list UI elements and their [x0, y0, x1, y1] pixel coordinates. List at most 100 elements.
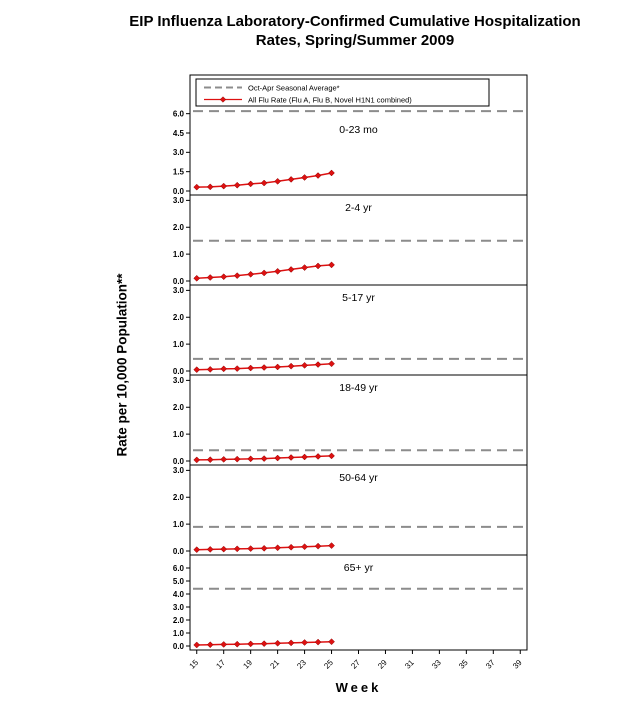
y-tick-label: 2.0: [173, 493, 185, 502]
panel-5-17-yr: 0.0 1.0 2.0 3.0 5-17 yr: [173, 284, 528, 376]
x-tick-label: 37: [484, 658, 497, 671]
y-tick-label: 0.0: [173, 367, 185, 376]
y-tick-label: 3.0: [173, 196, 185, 205]
panel-label: 2-4 yr: [345, 202, 372, 214]
flu-rate-point-week-24: [314, 542, 322, 550]
flu-rate-point-week-22: [287, 543, 295, 551]
flu-rate-point-week-23: [301, 543, 308, 551]
flu-rate-point-week-16: [206, 641, 214, 649]
flu-rate-point-week-21: [274, 639, 281, 647]
y-tick-label: 2.0: [173, 223, 185, 232]
flu-rate-point-week-25: [328, 169, 335, 177]
legend-flu-diamond-icon: [219, 96, 227, 103]
flu-rate-point-week-18: [233, 640, 241, 648]
flu-rate-point-week-19: [247, 180, 255, 188]
flu-rate-point-week-23: [301, 174, 308, 181]
flu-rate-point-week-18: [233, 181, 241, 189]
chart-title-line1: EIP Influenza Laboratory-Confirmed Cumul…: [129, 13, 581, 30]
x-tick-label: 15: [187, 658, 200, 671]
flu-rate-point-week-25: [328, 261, 335, 269]
flu-rate-point-week-15: [193, 546, 201, 554]
y-tick-label: 3.0: [173, 286, 185, 295]
y-tick-label: 1.0: [173, 250, 185, 259]
flu-rate-point-week-20: [260, 269, 268, 277]
flu-rate-point-week-25: [328, 452, 335, 460]
y-tick-label: 1.0: [173, 430, 185, 439]
panel-50-64-yr: 0.0 1.0 2.0 3.0 50-64 yr: [173, 464, 528, 556]
x-tick-label: 39: [511, 658, 524, 671]
y-tick-label: 2.0: [173, 403, 185, 412]
flu-rate-point-week-15: [193, 183, 201, 191]
flu-rate-point-week-21: [274, 363, 281, 371]
y-tick-label: 0.0: [173, 277, 185, 286]
x-tick-label: 33: [430, 658, 443, 671]
y-tick-label: 6.0: [173, 109, 185, 118]
flu-rate-point-week-21: [274, 177, 281, 185]
flu-rate-point-week-16: [206, 366, 214, 373]
flu-rate-point-week-21: [274, 544, 281, 552]
flu-rate-point-week-20: [260, 544, 268, 552]
y-tick-label: 0.0: [173, 457, 185, 466]
flu-rate-point-week-25: [328, 360, 335, 368]
flu-rate-point-week-19: [247, 455, 255, 463]
flu-rate-point-week-18: [233, 455, 241, 463]
flu-rate-point-week-20: [260, 640, 268, 648]
y-tick-label: 5.0: [173, 577, 185, 586]
flu-rate-point-week-21: [274, 454, 281, 462]
flu-rate-point-week-23: [301, 639, 308, 646]
flu-rate-point-week-24: [314, 361, 322, 368]
y-tick-label: 3.0: [173, 603, 185, 612]
flu-rate-point-week-24: [314, 638, 322, 646]
flu-rate-point-week-21: [274, 267, 281, 275]
flu-rate-point-week-15: [193, 456, 201, 464]
panel-65-yr: 0.0 1.0 2.0 3.0 4.0 5.0 6.0 65+ yr: [173, 554, 528, 651]
x-tick-label: 23: [295, 658, 308, 671]
flu-rate-point-week-22: [287, 266, 295, 273]
flu-rate-point-week-23: [301, 453, 308, 461]
y-tick-label: 3.0: [173, 148, 185, 157]
legend-box: [195, 78, 490, 107]
flu-rate-point-week-25: [328, 638, 335, 646]
panel-label: 18-49 yr: [339, 382, 378, 394]
panel-frame: [189, 284, 528, 376]
flu-rate-point-week-16: [206, 274, 214, 281]
flu-rate-point-week-15: [193, 366, 201, 374]
y-tick-label: 6.0: [173, 564, 185, 573]
y-tick-label: 1.0: [173, 340, 185, 349]
y-tick-label: 0.0: [173, 642, 185, 651]
x-tick-label: 35: [457, 658, 470, 671]
panel-label: 5-17 yr: [342, 292, 375, 304]
x-axis: 15 17 19 21 23 25 27 29 31 33 35 37 39: [187, 650, 524, 671]
y-tick-label: 1.5: [173, 167, 185, 176]
flu-rate-point-week-24: [314, 172, 322, 179]
panel-frame: [189, 554, 528, 651]
x-tick-label: 17: [214, 658, 227, 671]
flu-rate-point-week-20: [260, 179, 268, 187]
flu-rate-point-week-25: [328, 542, 335, 549]
x-tick-label: 21: [268, 658, 281, 671]
flu-rate-point-week-17: [220, 545, 228, 553]
flu-rate-point-week-22: [287, 176, 295, 183]
panel-2-4-yr: 0.0 1.0 2.0 3.0 2-4 yr: [173, 194, 528, 286]
flu-rate-point-week-19: [247, 270, 255, 278]
x-axis-label: Week: [335, 680, 382, 695]
flu-rate-point-week-20: [260, 364, 268, 371]
x-tick-label: 29: [376, 658, 389, 671]
flu-rate-point-week-18: [233, 272, 241, 279]
flu-rate-point-week-22: [287, 362, 295, 370]
chart-title-line2: Rates, Spring/Summer 2009: [255, 32, 455, 49]
panel-label: 0-23 mo: [339, 124, 378, 136]
panel-18-49-yr: 0.0 1.0 2.0 3.0 18-49 yr: [173, 374, 528, 466]
flu-rate-point-week-16: [206, 183, 214, 191]
flu-rate-point-week-17: [220, 456, 228, 463]
x-tick-label: 19: [241, 658, 254, 671]
legend: Oct-Apr Seasonal Average* All Flu Rate (F…: [195, 78, 490, 107]
flu-rate-point-week-19: [247, 640, 255, 648]
y-tick-label: 3.0: [173, 466, 185, 475]
flu-rate-point-week-17: [220, 641, 228, 648]
x-tick-label: 25: [322, 658, 335, 671]
flu-rate-point-week-23: [301, 362, 308, 369]
flu-rate-point-week-24: [314, 262, 322, 270]
flu-rate-point-week-18: [233, 545, 241, 553]
